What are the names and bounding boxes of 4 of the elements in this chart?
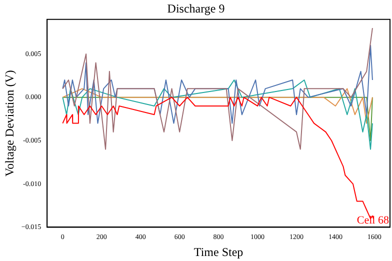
x-axis-title: Time Step <box>194 244 244 259</box>
chart-title: Discharge 9 <box>167 1 225 16</box>
y-axis-title: Voltage Deviation (V) <box>2 70 16 177</box>
series-label: Cell 68 <box>356 214 390 227</box>
